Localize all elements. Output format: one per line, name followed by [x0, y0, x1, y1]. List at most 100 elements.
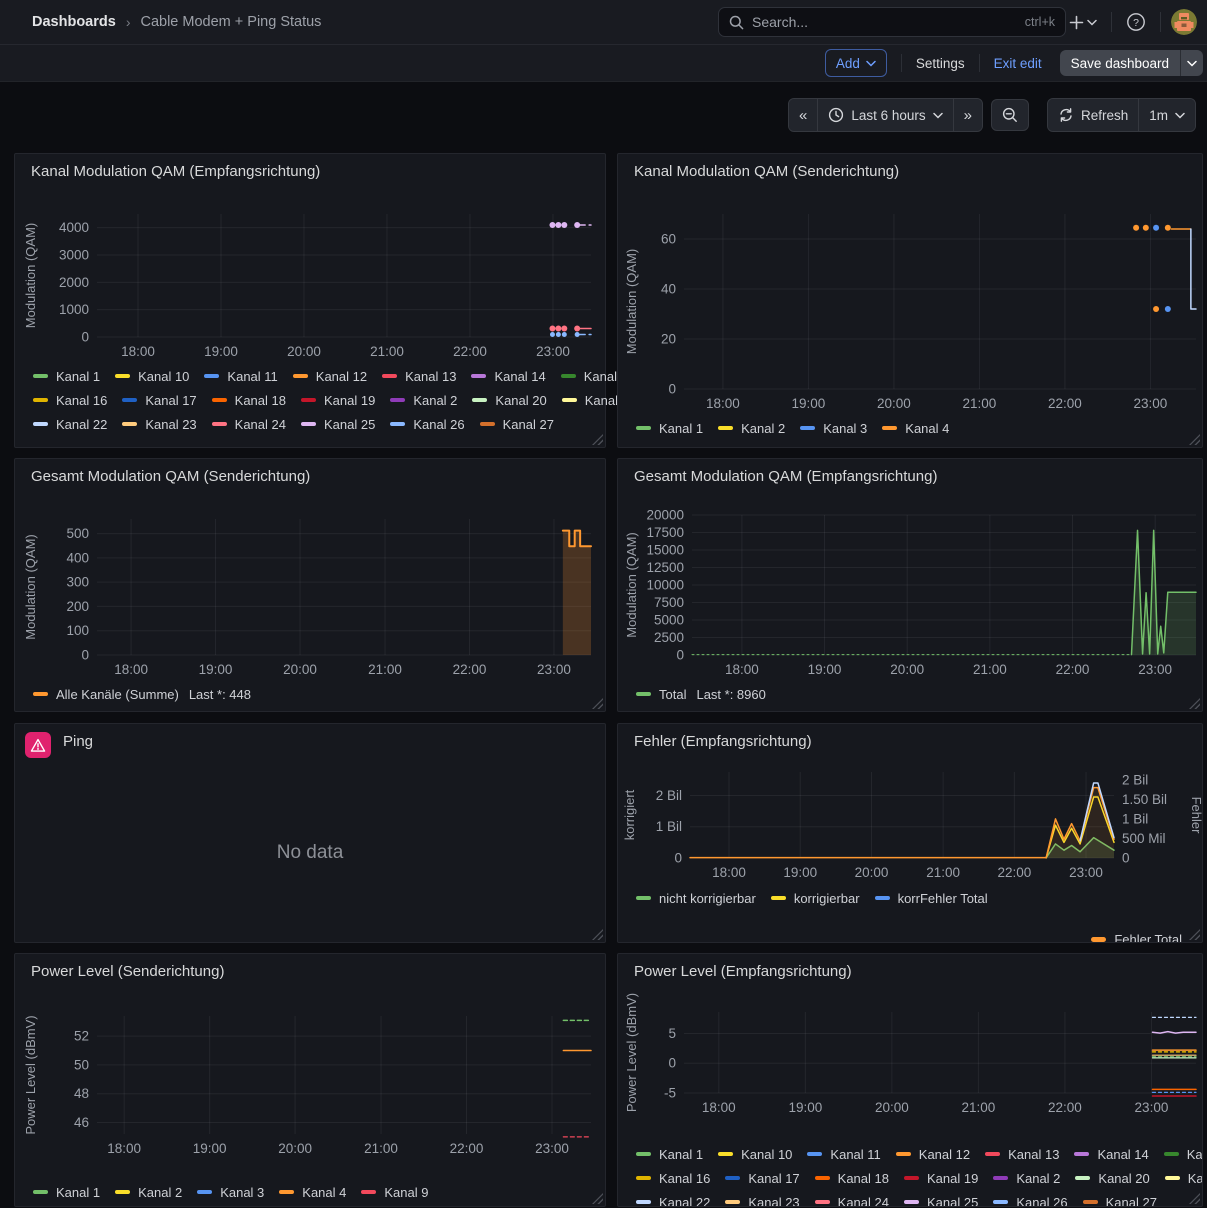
legend-item[interactable]: Kanal 26: [390, 417, 464, 432]
series-color-marker: [896, 1152, 911, 1157]
legend-item[interactable]: Kanal 19: [904, 1171, 978, 1186]
legend-item[interactable]: Kanal 22: [33, 417, 107, 432]
chart-canvas: 18:0019:0020:0021:0022:0023:000250050007…: [618, 459, 1204, 713]
panel-title[interactable]: Ping: [63, 733, 93, 750]
legend-item[interactable]: Kanal 20: [472, 393, 546, 408]
zoom-out-time-button[interactable]: [991, 99, 1029, 131]
legend-item[interactable]: Kanal 16: [33, 393, 107, 408]
legend-item[interactable]: Kanal 1: [636, 1147, 703, 1162]
x-tick-label: 18:00: [702, 1100, 736, 1115]
time-range-picker[interactable]: Last 6 hours: [817, 99, 952, 131]
save-dashboard-options-button[interactable]: [1180, 50, 1203, 76]
series-color-marker: [1164, 1152, 1179, 1157]
refresh-button[interactable]: Refresh: [1048, 99, 1138, 131]
time-shift-back-button[interactable]: «: [789, 99, 817, 131]
legend-item[interactable]: Kanal 1: [636, 421, 703, 436]
panel-alert-error-badge[interactable]: [25, 732, 51, 758]
x-tick-label: 23:00: [536, 344, 570, 359]
series-color-marker: [636, 896, 651, 901]
search-input[interactable]: Search... ctrl+k: [718, 7, 1066, 37]
legend-item[interactable]: Kanal 19: [301, 393, 375, 408]
legend-item[interactable]: Kanal 16: [636, 1171, 710, 1186]
user-avatar[interactable]: [1171, 9, 1197, 35]
series-line: [1152, 1032, 1196, 1033]
legend-item[interactable]: Kanal 17: [725, 1171, 799, 1186]
legend-item[interactable]: Kanal 22: [636, 1195, 710, 1208]
legend-item[interactable]: Kanal 27: [1083, 1195, 1157, 1208]
legend-item[interactable]: Kanal 4: [882, 421, 949, 436]
legend-item[interactable]: Kanal 24: [212, 417, 286, 432]
legend-item[interactable]: Kanal 14: [1074, 1147, 1148, 1162]
legend-item[interactable]: Kanal 13: [382, 369, 456, 384]
legend-item[interactable]: Kanal 2: [993, 1171, 1060, 1186]
legend-item[interactable]: Kanal 20: [1075, 1171, 1149, 1186]
legend-item[interactable]: Kanal 27: [480, 417, 554, 432]
y-tick-label: 500: [66, 526, 89, 541]
y-tick-label: 2 Bil: [656, 788, 682, 803]
legend-item[interactable]: Kanal 23: [122, 417, 196, 432]
search-shortcut-hint: ctrl+k: [1025, 15, 1055, 29]
legend-item[interactable]: Kanal 3: [800, 421, 867, 436]
legend-item[interactable]: Kanal 11: [204, 369, 277, 384]
chart-canvas: 18:0019:0020:0021:0022:0023:0046485052Po…: [15, 954, 607, 1208]
legend-item[interactable]: Kanal 23: [725, 1195, 799, 1208]
legend-item[interactable]: Kanal 2: [718, 421, 785, 436]
legend-item[interactable]: Kanal 10: [115, 369, 189, 384]
breadcrumb-dashboards-link[interactable]: Dashboards: [32, 14, 116, 30]
exit-edit-button[interactable]: Exit edit: [994, 56, 1042, 71]
legend-item[interactable]: Kanal 21: [1165, 1171, 1203, 1186]
series-area-fill: [690, 788, 1114, 858]
panel-resize-handle[interactable]: [592, 929, 603, 940]
legend-item-fehler-total[interactable]: Fehler Total: [1091, 932, 1182, 943]
settings-button[interactable]: Settings: [916, 56, 965, 71]
legend-item[interactable]: Kanal 12: [293, 369, 367, 384]
series-color-marker: [471, 374, 486, 379]
legend-label: Kanal 22: [56, 417, 107, 432]
legend-item[interactable]: Kanal 13: [985, 1147, 1059, 1162]
legend-item[interactable]: Kanal 10: [718, 1147, 792, 1162]
legend-item[interactable]: Kanal 1: [33, 369, 100, 384]
legend-item[interactable]: Kanal 9: [361, 1185, 428, 1200]
legend-label: Kanal 22: [659, 1195, 710, 1208]
right-y-axis-title: Fehler: [1189, 797, 1203, 835]
legend-label: Fehler Total: [1114, 932, 1182, 943]
legend-item[interactable]: Kanal 25: [904, 1195, 978, 1208]
refresh-interval-picker[interactable]: 1m: [1138, 99, 1195, 131]
legend-item[interactable]: Kanal 26: [993, 1195, 1067, 1208]
legend-item[interactable]: Kanal 2: [390, 393, 457, 408]
legend-item[interactable]: korrigierbar: [771, 891, 860, 906]
time-shift-forward-button[interactable]: »: [953, 99, 982, 131]
legend-item[interactable]: Kanal 3: [197, 1185, 264, 1200]
breadcrumb-chevron-icon: ›: [126, 14, 131, 30]
legend-item[interactable]: Kanal 1: [33, 1185, 100, 1200]
legend-item[interactable]: Kanal 25: [301, 417, 375, 432]
legend-item[interactable]: Kanal 4: [279, 1185, 346, 1200]
legend-item[interactable]: Kanal 14: [471, 369, 545, 384]
legend-item[interactable]: Kanal 12: [896, 1147, 970, 1162]
legend-item[interactable]: nicht korrigierbar: [636, 891, 756, 906]
legend-row: Kanal 1 Kanal 2 Kanal 3 Kanal 4 Kanal 9: [33, 1180, 597, 1204]
y-axis-title: Power Level (dBmV): [23, 1015, 38, 1134]
help-button[interactable]: ?: [1122, 8, 1150, 36]
y-tick-label: 100: [66, 623, 89, 638]
save-dashboard-button[interactable]: Save dashboard: [1060, 50, 1180, 76]
y-tick-label: 5: [668, 1026, 676, 1041]
legend-item[interactable]: TotalLast *: 8960: [636, 687, 766, 702]
legend-item[interactable]: Kanal 18: [212, 393, 286, 408]
legend-item[interactable]: Kanal 2: [115, 1185, 182, 1200]
legend-item[interactable]: korrFehler Total: [875, 891, 988, 906]
legend-item[interactable]: Alle Kanäle (Summe)Last *: 448: [33, 687, 251, 702]
series-color-marker: [718, 426, 733, 431]
add-menu-button[interactable]: [1065, 11, 1101, 34]
legend-label: Kanal 19: [927, 1171, 978, 1186]
legend-item[interactable]: Kanal 17: [122, 393, 196, 408]
legend-item[interactable]: Kanal 18: [815, 1171, 889, 1186]
add-panel-button[interactable]: Add: [825, 49, 887, 77]
series-color-marker: [993, 1200, 1008, 1205]
legend-item[interactable]: Kanal 15: [1164, 1147, 1203, 1162]
x-tick-label: 20:00: [890, 662, 924, 677]
legend-item[interactable]: Kanal 24: [815, 1195, 889, 1208]
chart-canvas: 18:0019:0020:0021:0022:0023:0001 Bil2 Bi…: [618, 724, 1203, 943]
legend-item[interactable]: Kanal 11: [807, 1147, 880, 1162]
series-line: [1191, 229, 1196, 309]
